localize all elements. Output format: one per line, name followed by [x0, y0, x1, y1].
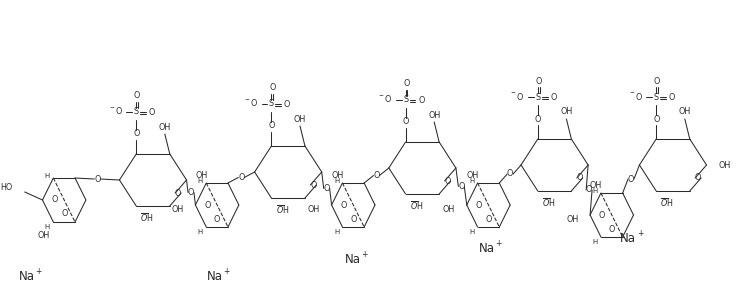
Text: O: O [444, 177, 451, 186]
Text: O: O [284, 100, 291, 109]
Text: H: H [197, 178, 203, 184]
Text: O: O [535, 115, 541, 124]
Text: S: S [535, 93, 540, 102]
Text: O: O [134, 92, 140, 101]
Text: OH: OH [590, 180, 602, 189]
Text: Na: Na [479, 242, 495, 255]
Text: O: O [149, 108, 155, 117]
Text: O: O [94, 175, 101, 184]
Text: H: H [592, 239, 597, 245]
Text: +: + [224, 267, 230, 276]
Text: OH: OH [560, 108, 573, 117]
Text: O: O [373, 171, 380, 180]
Text: H: H [469, 178, 475, 184]
Text: OH: OH [171, 206, 183, 215]
Text: Na: Na [207, 271, 223, 283]
Text: Na: Na [620, 232, 636, 245]
Text: H: H [469, 229, 475, 235]
Text: H: H [197, 229, 203, 235]
Text: $^-$: $^-$ [108, 104, 115, 113]
Text: O: O [536, 77, 542, 86]
Text: OH: OH [332, 171, 343, 180]
Text: O: O [609, 224, 615, 233]
Text: O: O [323, 184, 330, 193]
Text: O: O [485, 215, 492, 224]
Text: O: O [475, 200, 482, 209]
Text: O: O [51, 195, 57, 204]
Text: O: O [669, 93, 675, 102]
Text: O: O [551, 93, 557, 102]
Text: O: O [269, 84, 276, 93]
Text: $^-$: $^-$ [243, 95, 250, 104]
Text: H: H [45, 173, 50, 179]
Text: OH: OH [679, 108, 691, 117]
Text: S: S [403, 95, 408, 104]
Text: S: S [653, 93, 659, 102]
Text: O: O [133, 130, 139, 139]
Text: O: O [268, 122, 275, 130]
Text: OH: OH [443, 206, 455, 215]
Text: $^-$: $^-$ [628, 88, 635, 97]
Text: S: S [269, 99, 274, 108]
Text: $\overline{O}$H: $\overline{O}$H [140, 211, 153, 224]
Text: +: + [495, 239, 502, 248]
Text: O: O [350, 215, 356, 224]
Text: +: + [36, 267, 42, 276]
Text: S: S [133, 108, 139, 117]
Text: $\overline{O}$H: $\overline{O}$H [276, 204, 289, 217]
Text: O: O [577, 173, 583, 182]
Text: O: O [175, 188, 181, 197]
Text: $\overline{O}$H: $\overline{O}$H [660, 197, 673, 209]
Text: OH: OH [308, 206, 320, 215]
Text: O: O [695, 173, 701, 182]
Text: O: O [115, 108, 121, 117]
Text: O: O [340, 200, 346, 209]
Text: O: O [238, 173, 244, 182]
Text: H: H [334, 178, 339, 184]
Text: Na: Na [344, 253, 361, 266]
Text: O: O [250, 99, 257, 108]
Text: O: O [507, 169, 513, 179]
Text: OH: OH [718, 160, 731, 169]
Text: O: O [204, 200, 210, 209]
Text: HO: HO [1, 184, 13, 193]
Text: O: O [188, 188, 194, 197]
Text: O: O [458, 182, 465, 191]
Text: O: O [654, 77, 660, 86]
Text: O: O [599, 211, 605, 220]
Text: O: O [628, 175, 634, 184]
Text: OH: OH [428, 110, 440, 119]
Text: +: + [637, 229, 643, 238]
Text: O: O [586, 186, 592, 195]
Text: OH: OH [37, 231, 50, 240]
Text: O: O [402, 117, 409, 126]
Text: +: + [361, 250, 367, 259]
Text: O: O [403, 79, 410, 88]
Text: $\overline{O}$H: $\overline{O}$H [542, 197, 555, 209]
Text: OH: OH [159, 122, 171, 131]
Text: $^-$: $^-$ [510, 88, 517, 97]
Text: H: H [334, 229, 339, 235]
Text: OH: OH [466, 171, 479, 180]
Text: O: O [214, 215, 221, 224]
Text: O: O [517, 93, 523, 102]
Text: H: H [592, 188, 597, 194]
Text: OH: OH [294, 115, 306, 124]
Text: OH: OH [195, 171, 207, 180]
Text: O: O [418, 96, 425, 105]
Text: $\overline{O}$H: $\overline{O}$H [410, 200, 423, 213]
Text: Na: Na [19, 271, 35, 283]
Text: OH: OH [566, 215, 578, 224]
Text: O: O [61, 209, 67, 218]
Text: O: O [384, 95, 391, 104]
Text: H: H [45, 224, 50, 230]
Text: O: O [310, 180, 317, 189]
Text: O: O [653, 115, 659, 124]
Text: $^-$: $^-$ [377, 92, 384, 101]
Text: O: O [635, 93, 641, 102]
